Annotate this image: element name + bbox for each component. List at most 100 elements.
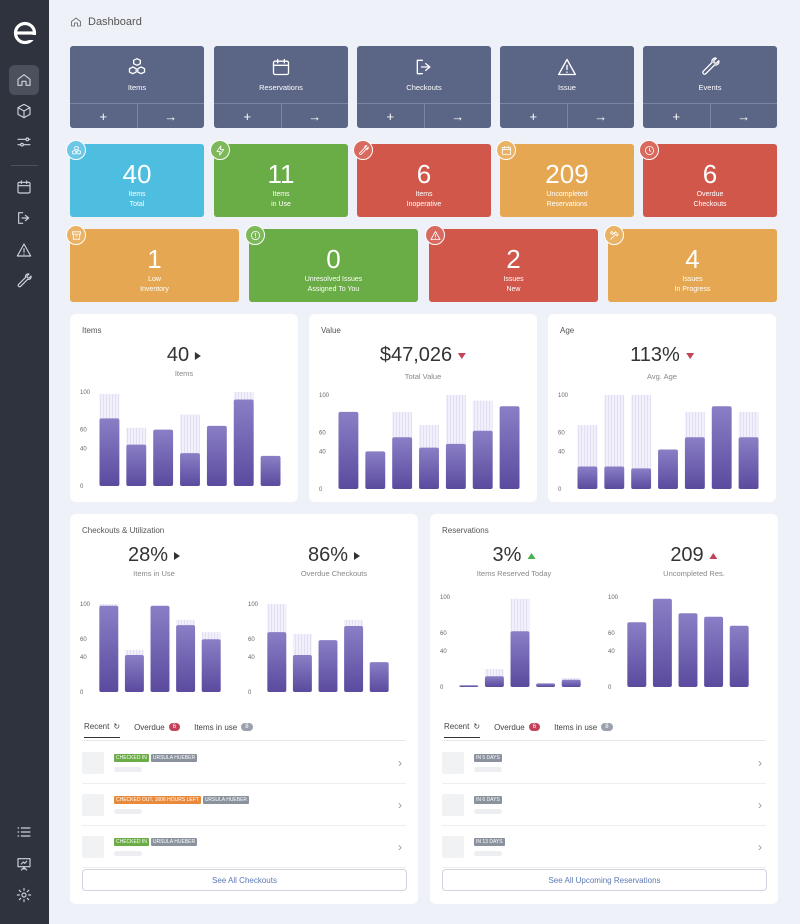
stat-tile-items-total[interactable]: 40 Items Total	[66, 140, 204, 217]
stat-value: 6	[416, 159, 432, 189]
sidebar-item-events[interactable]	[9, 266, 39, 296]
go-reservations-button[interactable]: →	[280, 104, 349, 128]
list-item[interactable]: CHECKED OUT, 1606 HOURS LEFT URSULA HUEBE…	[82, 784, 406, 826]
sidebar-item-list[interactable]	[9, 817, 39, 847]
chevron-right-icon: ›	[758, 839, 762, 854]
chart-bar[interactable]	[365, 451, 386, 489]
go-checkouts-button[interactable]: →	[423, 104, 492, 128]
quick-action-buttons: + →	[214, 103, 348, 128]
tab-overdue[interactable]: Overdue 6	[134, 722, 181, 738]
chart-bar[interactable]	[678, 613, 698, 687]
chart-bar[interactable]	[292, 655, 312, 692]
chart-bar[interactable]	[536, 683, 556, 687]
list-item[interactable]: CHECKED IN URSULA HUEBER ›	[82, 826, 406, 868]
chart-bar[interactable]	[267, 632, 287, 692]
value-sub-label: Total Value	[404, 372, 442, 381]
tab-recent[interactable]: Recent ↻	[84, 722, 121, 738]
list-item[interactable]: IN 6 DAYS ›	[442, 784, 766, 826]
chart-bar[interactable]	[180, 453, 200, 486]
quick-action-checkouts-open[interactable]: Checkouts	[357, 46, 491, 103]
chart-bar[interactable]	[260, 455, 281, 486]
chart-bar[interactable]	[484, 676, 504, 687]
chart-bar[interactable]	[419, 447, 439, 489]
see-all-checkouts-button[interactable]: See All Checkouts	[82, 869, 407, 891]
add-reservation-button[interactable]: +	[243, 108, 252, 124]
quick-action-issue-open[interactable]: Issue	[500, 46, 634, 103]
chart-bar[interactable]	[99, 605, 119, 692]
sidebar-item-issues[interactable]	[9, 235, 39, 265]
add-issue-button[interactable]: +	[529, 108, 538, 124]
chart-bar[interactable]	[176, 625, 196, 692]
add-item-button[interactable]: +	[99, 108, 108, 124]
quick-action-items-open[interactable]: Items	[70, 46, 204, 103]
warning-icon	[425, 225, 445, 245]
go-events-button[interactable]: →	[709, 104, 778, 128]
stat-tile-items-in-use[interactable]: 11 Items in Use	[210, 140, 348, 217]
sidebar-item-reservations[interactable]	[9, 172, 39, 202]
chart-bar[interactable]	[472, 430, 493, 489]
brand-logo[interactable]	[12, 20, 38, 46]
list-item[interactable]: IN 5 DAYS ›	[442, 742, 766, 784]
chart-bar[interactable]	[684, 437, 705, 489]
list-item[interactable]: CHECKED IN URSULA HUEBER ›	[82, 742, 406, 784]
quick-action-reservations-open[interactable]: Reservations	[214, 46, 348, 103]
list-item[interactable]: IN 13 DAYS ›	[442, 826, 766, 868]
chart-bar[interactable]	[627, 622, 647, 687]
chart-bar[interactable]	[206, 425, 227, 486]
chart-bar[interactable]	[153, 429, 174, 486]
go-issues-button[interactable]: →	[566, 104, 635, 128]
chart-bar[interactable]	[738, 437, 759, 489]
see-all-reservations-button[interactable]: See All Upcoming Reservations	[442, 869, 767, 891]
sidebar-item-items[interactable]	[9, 96, 39, 126]
chart-bar[interactable]	[99, 418, 120, 486]
chart-bar[interactable]	[510, 631, 530, 687]
add-checkout-button[interactable]: +	[386, 108, 395, 124]
chart-bar[interactable]	[124, 655, 144, 692]
chart-bar[interactable]	[577, 466, 598, 489]
tab-overdue[interactable]: Overdue 6	[494, 722, 541, 738]
quick-action-buttons: + →	[357, 103, 491, 128]
age-sub-label: Avg. Age	[647, 372, 677, 381]
chart-bar[interactable]	[459, 685, 479, 687]
chart-bar[interactable]	[729, 625, 749, 687]
chart-bar[interactable]	[392, 437, 413, 489]
chart-bar[interactable]	[318, 640, 338, 692]
sidebar-item-sliders[interactable]	[9, 127, 39, 157]
chart-bar[interactable]	[604, 466, 625, 489]
chart-bar[interactable]	[652, 598, 672, 687]
go-items-button[interactable]: →	[136, 104, 205, 128]
sidebar-item-home[interactable]	[9, 65, 39, 95]
sidebar-item-settings[interactable]	[9, 880, 39, 910]
y-tick-label: 60	[80, 428, 87, 434]
stat-tile-uncompleted-reservations[interactable]: 209 Uncompleted Reservations	[496, 140, 634, 217]
chart-bar[interactable]	[338, 411, 359, 489]
chart-bar[interactable]	[344, 626, 364, 692]
chart-bar[interactable]	[499, 406, 520, 489]
sidebar-item-checkouts[interactable]	[9, 203, 39, 233]
stat-tile-issues-in-progress[interactable]: 4 Issues In Progress	[604, 225, 777, 302]
chart-bar[interactable]	[126, 444, 147, 486]
chart-bar[interactable]	[631, 468, 652, 489]
stat-tile-issues-new[interactable]: 2 Issues New	[425, 225, 598, 302]
quick-action-events-open[interactable]: Events	[643, 46, 777, 103]
chart-bar[interactable]	[561, 679, 581, 687]
stat-tile-items-inoperative[interactable]: 6 Items Inoperative	[353, 140, 491, 217]
stat-tile-overdue-checkouts[interactable]: 6 Overdue Checkouts	[639, 140, 777, 217]
tab-items-in-use[interactable]: Items in use 8	[194, 722, 253, 738]
uncompleted-res-value: 209	[670, 544, 704, 566]
add-event-button[interactable]: +	[672, 108, 681, 124]
chart-bar[interactable]	[711, 406, 732, 489]
chart-bar[interactable]	[150, 605, 170, 692]
chart-bar[interactable]	[445, 443, 466, 489]
chart-bar[interactable]	[201, 639, 221, 692]
reserved-today-value: 3%	[492, 544, 522, 566]
tab-recent[interactable]: Recent ↻	[444, 722, 481, 738]
chart-bar[interactable]	[369, 662, 389, 692]
stat-tile-unresolved-issues[interactable]: 0 Unresolved Issues Assigned To You	[245, 225, 418, 302]
stat-tile-low-inventory[interactable]: 1 Low Inventory	[66, 225, 239, 302]
chart-bar[interactable]	[658, 449, 678, 489]
chart-bar[interactable]	[704, 616, 724, 687]
tab-items-in-use[interactable]: Items in use 8	[554, 722, 613, 738]
chart-bar[interactable]	[233, 399, 254, 486]
sidebar-item-presentation[interactable]	[9, 849, 39, 879]
